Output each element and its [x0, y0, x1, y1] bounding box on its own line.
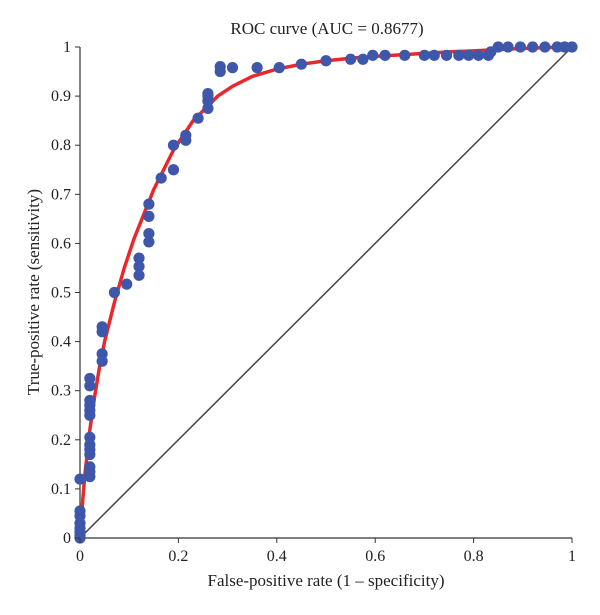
x-tick-label: 0 — [76, 548, 84, 565]
data-point — [180, 129, 192, 141]
data-point — [167, 139, 180, 151]
y-tick-label: 0.6 — [51, 235, 71, 252]
y-tick-label: 0.9 — [51, 88, 71, 105]
data-point — [399, 49, 411, 61]
plot-area — [74, 41, 578, 544]
y-tick-label: 0.4 — [51, 334, 71, 351]
x-tick-label: 0.4 — [267, 548, 287, 565]
data-point — [453, 49, 465, 61]
data-point — [74, 505, 86, 517]
chart-title: ROC curve (AUC = 0.8677) — [230, 19, 423, 38]
data-point — [133, 269, 145, 281]
data-point — [514, 41, 526, 53]
y-tick-label: 0 — [63, 530, 71, 547]
data-point — [155, 172, 167, 184]
data-point — [133, 260, 145, 273]
data-point — [226, 62, 239, 74]
y-axis-label: True-positive rate (sensitivity) — [24, 189, 43, 395]
data-point — [251, 62, 263, 74]
x-axis-ticks: 0 0.2 0.4 0.6 0.8 1 — [76, 538, 576, 565]
y-axis-ticks: 0 0.1 0.2 0.3 0.4 0.5 0.6 0.7 0.8 0.9 1 — [51, 39, 80, 547]
data-point — [143, 198, 155, 210]
y-tick-label: 0.2 — [51, 432, 71, 449]
data-point — [539, 41, 551, 53]
data-point — [440, 49, 453, 61]
data-point — [379, 49, 391, 61]
data-point — [84, 394, 96, 407]
y-tick-label: 0.3 — [51, 383, 71, 400]
data-point — [192, 112, 204, 124]
reference-diagonal-line — [79, 46, 573, 539]
x-axis-label: False-positive rate (1 – specificity) — [208, 571, 445, 590]
data-point — [121, 278, 133, 290]
x-tick-label: 0.8 — [464, 548, 484, 565]
data-point — [295, 58, 307, 70]
data-point — [357, 53, 369, 65]
y-tick-label: 0.5 — [51, 285, 71, 302]
data-point — [418, 49, 430, 61]
y-tick-label: 0.7 — [51, 186, 71, 203]
data-point — [84, 461, 96, 473]
data-point — [566, 41, 578, 53]
data-point — [84, 372, 96, 385]
data-point — [345, 53, 357, 65]
data-point — [167, 164, 180, 176]
x-tick-label: 0.6 — [365, 548, 385, 565]
data-point — [472, 49, 485, 61]
x-tick-label: 0.2 — [168, 548, 188, 565]
data-point — [428, 49, 440, 61]
data-point — [502, 41, 514, 53]
data-point — [143, 210, 155, 222]
data-points — [74, 41, 578, 544]
data-point — [273, 62, 285, 74]
data-point — [143, 227, 155, 240]
data-point — [84, 431, 96, 443]
data-point — [320, 55, 332, 67]
y-tick-label: 0.1 — [51, 481, 71, 498]
data-point — [96, 321, 108, 333]
data-point — [133, 252, 145, 264]
data-point — [463, 49, 475, 61]
data-point — [527, 41, 539, 53]
data-point — [202, 88, 214, 100]
data-point — [74, 473, 86, 485]
data-point — [492, 41, 504, 53]
data-point — [108, 286, 121, 299]
data-point — [214, 61, 226, 73]
y-tick-label: 1 — [63, 39, 71, 56]
data-point — [96, 348, 108, 360]
data-point — [367, 49, 379, 61]
y-tick-label: 0.8 — [51, 137, 71, 154]
data-point — [143, 236, 155, 248]
x-tick-label: 1 — [568, 548, 576, 565]
